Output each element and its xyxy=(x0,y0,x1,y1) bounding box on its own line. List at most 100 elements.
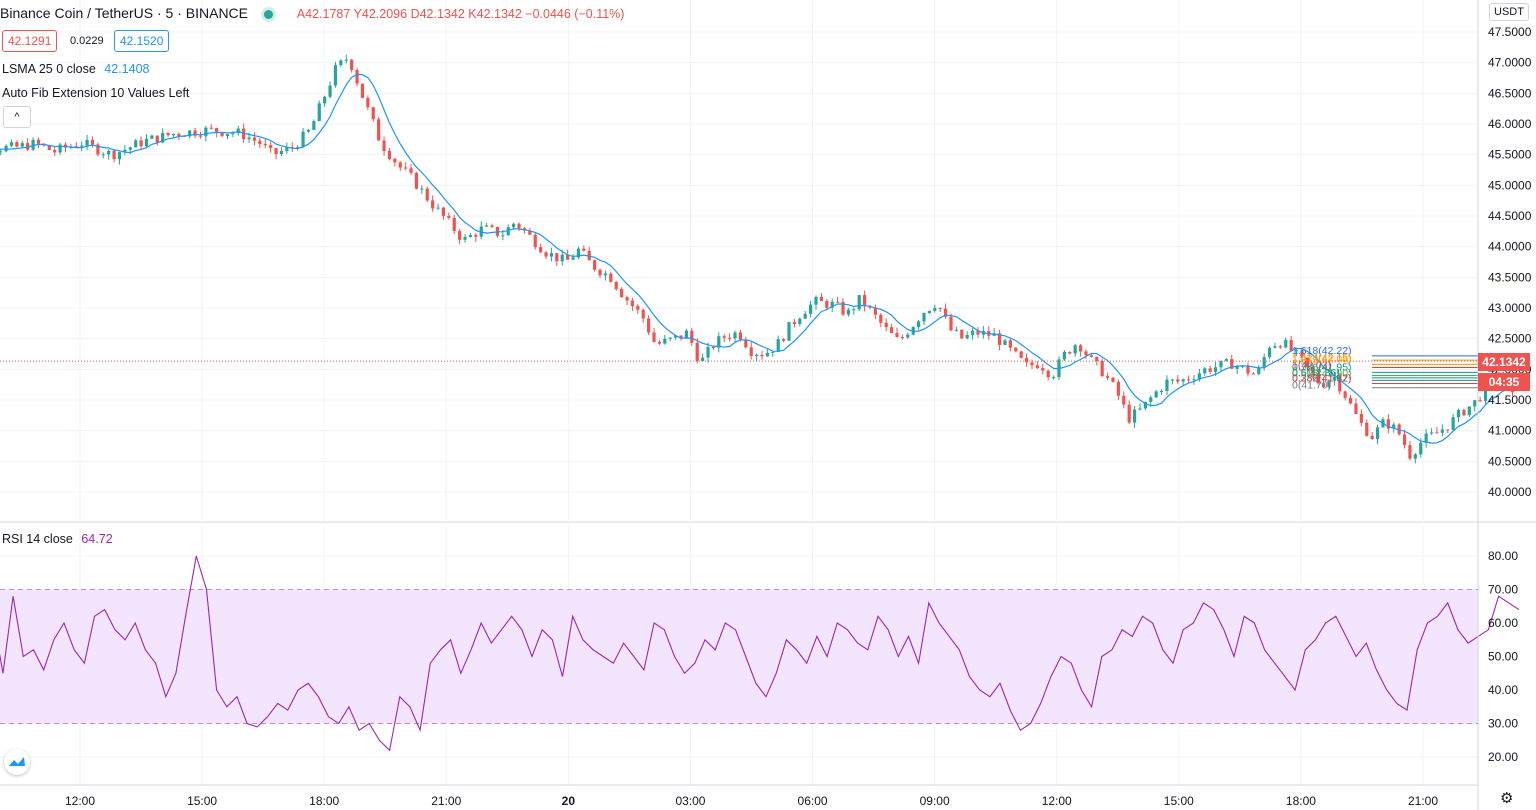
candle-body xyxy=(1327,380,1331,387)
candle-body xyxy=(976,330,980,335)
fib-levels: 1.618(42.22)1.414(42.15)1.272(42.08)1(42… xyxy=(1292,345,1478,392)
candle-body xyxy=(1267,347,1272,358)
candle-body xyxy=(528,230,532,235)
candle-body xyxy=(263,144,267,146)
candle-body xyxy=(1084,351,1088,356)
candle-body xyxy=(1062,351,1066,360)
candle-body xyxy=(603,273,608,276)
candle-body xyxy=(873,307,877,315)
symbol-name[interactable]: Binance Coin / TetherUS xyxy=(0,5,154,21)
lsma-value: 42.1408 xyxy=(104,62,150,76)
candle-body xyxy=(630,300,635,307)
candle-body xyxy=(690,330,694,343)
candle-body xyxy=(566,254,570,260)
candle-body xyxy=(1305,357,1309,367)
rsi-legend[interactable]: RSI 14 close 64.72 xyxy=(2,532,113,546)
x-tick-label: 20 xyxy=(562,794,576,808)
candle-body xyxy=(47,145,51,151)
candle-body xyxy=(1100,360,1104,377)
candle-body xyxy=(1127,404,1131,423)
candle-body xyxy=(782,339,786,341)
low-value: 42.1342 xyxy=(419,7,465,21)
settings-gear-icon[interactable]: ⚙ xyxy=(1500,790,1514,807)
candle-body xyxy=(393,158,397,163)
candle-body xyxy=(1159,390,1164,392)
change-value: −0.0446 (−0.11%) xyxy=(525,7,625,21)
candle-body xyxy=(58,144,62,153)
candle-body xyxy=(997,333,1002,345)
candle-body xyxy=(598,269,602,276)
candle-body xyxy=(382,140,386,151)
candle-body xyxy=(474,235,478,237)
candle-body xyxy=(863,295,867,307)
candle-body xyxy=(960,329,964,339)
x-tick-label: 18:00 xyxy=(1286,794,1316,808)
lsma-line xyxy=(0,73,1513,444)
currency-button[interactable]: USDT xyxy=(1489,3,1529,21)
rsi-tick-label: 40.00 xyxy=(1488,683,1518,697)
candle-body xyxy=(420,188,424,190)
candle-body xyxy=(458,230,462,240)
interval[interactable]: 5 xyxy=(165,5,174,21)
candle-body xyxy=(209,127,213,129)
candle-body xyxy=(85,139,89,146)
candle-body xyxy=(668,337,672,339)
candle-body xyxy=(15,142,19,147)
collapse-legend-button[interactable]: ^ xyxy=(3,106,31,128)
bar-countdown-tag: 04:35 xyxy=(1478,373,1530,391)
candle-body xyxy=(1251,373,1255,375)
candle-body xyxy=(1289,339,1293,351)
market-status-icon[interactable] xyxy=(263,9,273,19)
candle-body xyxy=(1197,373,1201,380)
candle-body xyxy=(722,336,726,338)
candle-body xyxy=(1203,368,1207,374)
price-tick-label: 43.5000 xyxy=(1488,270,1532,284)
candle-body xyxy=(1219,360,1223,368)
x-tick-label: 18:00 xyxy=(309,794,339,808)
candle-body xyxy=(1278,346,1282,348)
candle-body xyxy=(128,147,132,150)
candle-body xyxy=(1073,345,1077,354)
sell-price-button[interactable]: 42.1291 xyxy=(2,30,58,52)
candle-body xyxy=(123,149,127,153)
candle-body xyxy=(852,309,856,311)
candle-body xyxy=(1046,370,1050,378)
candle-body xyxy=(916,321,921,328)
candle-body xyxy=(1386,419,1390,429)
candle-body xyxy=(1294,350,1299,352)
candle-body xyxy=(846,309,851,315)
candle-body xyxy=(20,143,24,147)
rsi-line xyxy=(0,555,1520,752)
last-price-tag: 42.1342 xyxy=(1478,353,1530,371)
candle-body xyxy=(215,128,219,133)
candle-body xyxy=(1284,339,1288,348)
candle-body xyxy=(1024,357,1029,363)
candle-body xyxy=(1462,409,1466,416)
rsi-tick-label: 20.00 xyxy=(1488,750,1518,764)
candle-body xyxy=(1122,395,1126,405)
candle-body xyxy=(1030,362,1034,366)
candle-body xyxy=(1338,376,1342,392)
candle-body xyxy=(404,167,408,169)
candle-body xyxy=(436,207,440,209)
candle-body xyxy=(1014,347,1018,352)
tradingview-logo-icon[interactable] xyxy=(4,749,30,775)
candle-body xyxy=(1019,351,1023,358)
fib-legend[interactable]: Auto Fib Extension 10 Values Left xyxy=(2,86,189,100)
separator: · xyxy=(156,5,162,21)
lsma-legend[interactable]: LSMA 25 0 close 42.1408 xyxy=(2,62,149,76)
fib-level-label: 0(41.70) xyxy=(1292,380,1331,392)
candle-body xyxy=(582,248,586,251)
candle-body xyxy=(26,143,30,150)
candle-body xyxy=(231,133,235,135)
candle-body xyxy=(1359,413,1363,423)
spread-value: 0.0229 xyxy=(70,35,104,47)
candle-body xyxy=(1262,357,1266,368)
candle-body xyxy=(220,132,224,137)
fib-level-label: 0.786(41.95) xyxy=(1292,361,1352,373)
candle-body xyxy=(74,146,78,148)
buy-price-button[interactable]: 42.1520 xyxy=(114,30,170,52)
candle-body xyxy=(4,145,8,152)
candle-body xyxy=(1111,377,1115,382)
